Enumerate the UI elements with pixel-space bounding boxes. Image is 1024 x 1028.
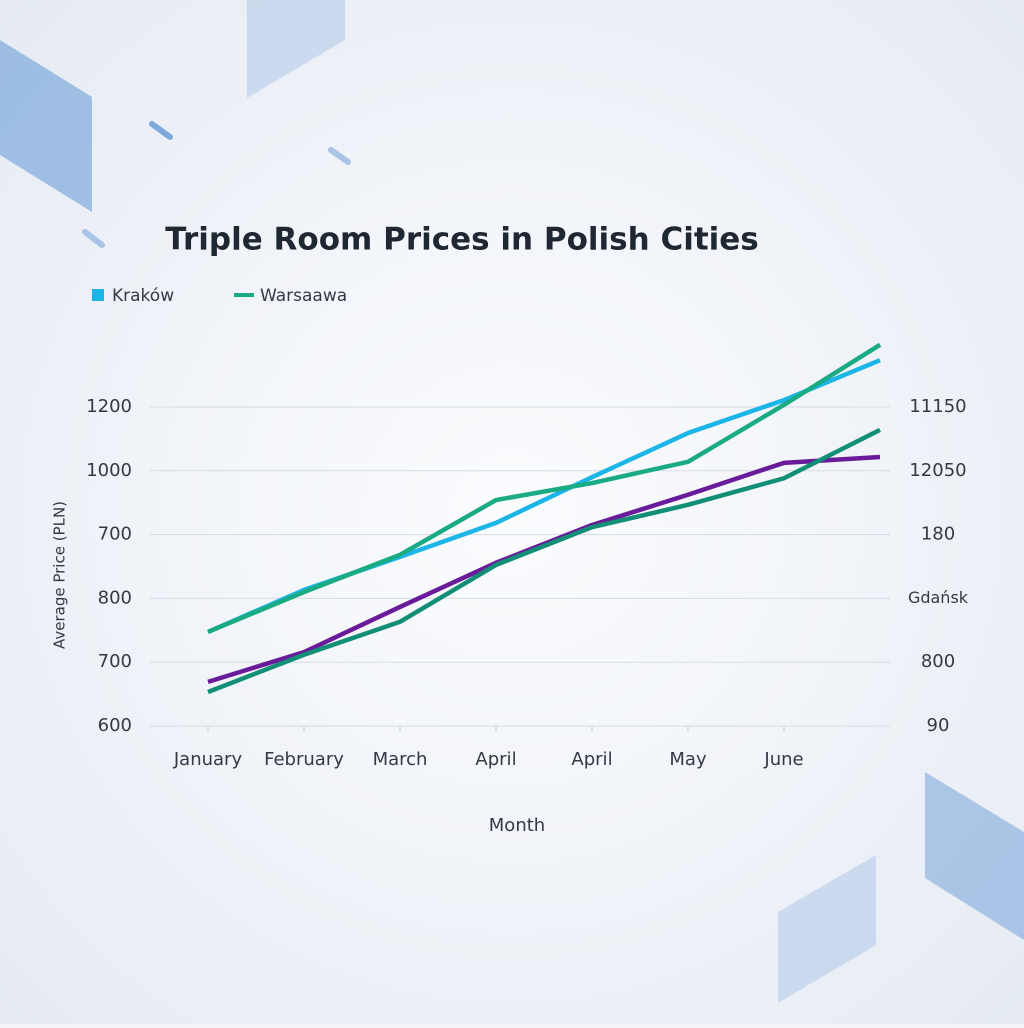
legend: Kraków Warsaawa: [92, 286, 347, 306]
x-tick-label: April: [475, 749, 516, 770]
y-tick-label: 700: [98, 524, 132, 545]
y-tick-label: 800: [98, 587, 132, 608]
y2-tick-label: 90: [927, 715, 950, 736]
x-tick-label: March: [373, 749, 428, 770]
series-line: [207, 342, 882, 634]
x-tick-label: January: [173, 749, 243, 770]
y2-tick-label: 12050: [909, 460, 966, 481]
y2-tick-label: 800: [921, 651, 955, 672]
y-tick-label: 600: [98, 715, 132, 736]
decoration: [0, 0, 1024, 1003]
x-axis-title: Month: [489, 815, 545, 836]
y-axis-title: Average Price (PLN): [51, 501, 69, 649]
x-tick-label: April: [571, 749, 612, 770]
chart-title: Triple Room Prices in Polish Cities: [165, 222, 759, 258]
y-tick-label: 1000: [86, 460, 132, 481]
y2-tick-label: Gdańsk: [908, 588, 969, 607]
legend-swatch: [234, 293, 254, 297]
legend-label: Warsaawa: [260, 286, 347, 306]
y2-tick-label: 11150: [909, 396, 966, 417]
legend-swatch: [92, 289, 104, 301]
x-tick-label: June: [763, 749, 803, 770]
y-tick-label: 700: [98, 651, 132, 672]
x-tick-label: February: [264, 749, 344, 770]
legend-label: Kraków: [112, 286, 174, 306]
y2-tick-label: 180: [921, 524, 955, 545]
x-tick-label: May: [669, 749, 707, 770]
series-line: [207, 427, 882, 695]
y-tick-label: 1200: [86, 396, 132, 417]
